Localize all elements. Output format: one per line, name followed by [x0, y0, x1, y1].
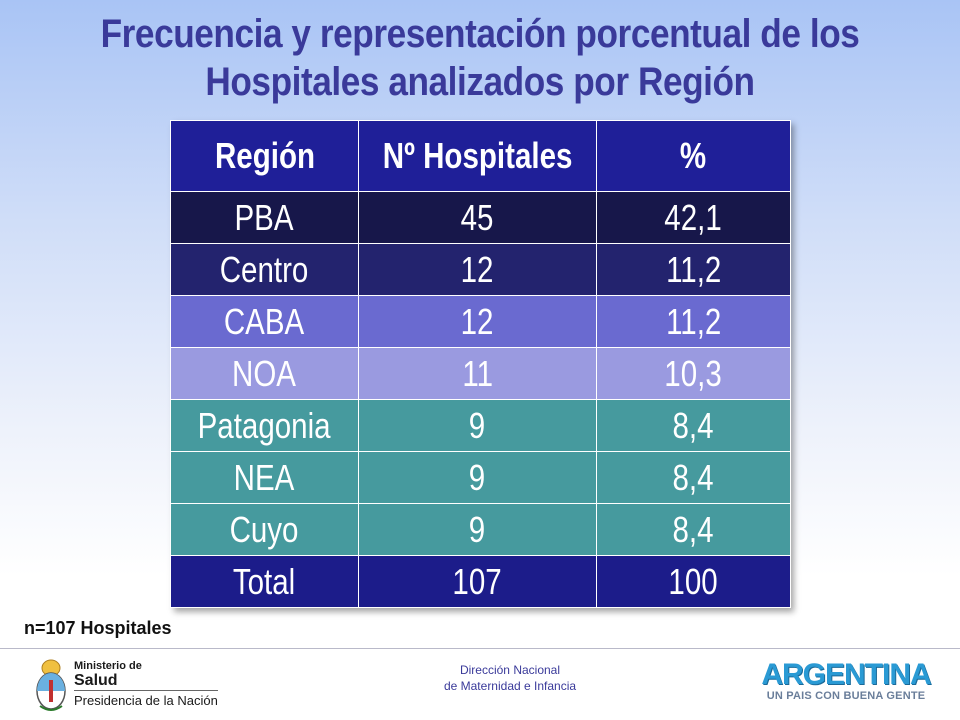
table-row: Centro 12 11,2: [170, 243, 791, 296]
direccion-line-2: de Maternidad e Infancia: [443, 679, 577, 693]
ministerio-salud-logo: Ministerio de Salud Presidencia de la Na…: [34, 656, 224, 714]
cell-region: NEA: [170, 451, 359, 504]
footer-divider: [0, 648, 960, 649]
cell-hospitales: 9: [358, 399, 597, 452]
direccion-line-1: Dirección Nacional: [459, 663, 561, 677]
table-body: PBA 45 42,1 Centro 12 11,2 CABA 12 11,2 NOA 11 10,3…: [170, 191, 791, 608]
salud-label: Salud: [74, 672, 118, 689]
cell-region: CABA: [170, 295, 359, 348]
cell-hospitales: 9: [358, 503, 597, 556]
table-row: Cuyo 9 8,4: [170, 503, 791, 556]
cell-hospitales: 12: [358, 295, 597, 348]
title-line-1: Frecuencia y representación porcentual d…: [100, 12, 860, 56]
table-row: NEA 9 8,4: [170, 451, 791, 504]
cell-hospitales: 12: [358, 243, 597, 296]
national-seal-icon: [36, 659, 66, 711]
title-line-2: Hospitales analizados por Región: [205, 60, 755, 104]
page-title: Frecuencia y representación porcentual d…: [58, 10, 903, 106]
cell-region: Total: [170, 555, 359, 608]
argentina-slogan: UN PAIS CON BUENA GENTE: [766, 690, 926, 702]
table-row: Total 107 100: [170, 555, 791, 608]
cell-percent: 10,3: [596, 347, 791, 400]
hospitals-table: Región Nº Hospitales % PBA 45 42,1 Centro 12…: [170, 120, 791, 608]
cell-region: Patagonia: [170, 399, 359, 452]
cell-percent: 8,4: [596, 503, 791, 556]
table-row: NOA 11 10,3: [170, 347, 791, 400]
ministerio-label: Ministerio de: [74, 660, 142, 672]
cell-percent: 8,4: [596, 451, 791, 504]
presidencia-label: Presidencia de la Nación: [74, 690, 218, 709]
argentina-wordmark: ARGENTINA: [761, 658, 931, 691]
cell-hospitales: 11: [358, 347, 597, 400]
cell-hospitales: 107: [358, 555, 597, 608]
table-row: CABA 12 11,2: [170, 295, 791, 348]
table-header-row: Región Nº Hospitales %: [170, 120, 791, 192]
cell-hospitales: 45: [358, 191, 597, 244]
cell-percent: 8,4: [596, 399, 791, 452]
table-row: PBA 45 42,1: [170, 191, 791, 244]
argentina-logo: ARGENTINA UN PAIS CON BUENA GENTE: [758, 660, 934, 706]
header-percent: %: [596, 120, 791, 192]
header-region: Región: [170, 120, 359, 192]
table-row: Patagonia 9 8,4: [170, 399, 791, 452]
cell-region: PBA: [170, 191, 359, 244]
cell-percent: 100: [596, 555, 791, 608]
cell-region: Centro: [170, 243, 359, 296]
hospitals-table-container: Región Nº Hospitales % PBA 45 42,1 Centro 12…: [170, 120, 791, 608]
cell-hospitales: 9: [358, 451, 597, 504]
sample-size-note: n=107 Hospitales: [24, 618, 172, 638]
cell-percent: 11,2: [596, 243, 791, 296]
cell-region: NOA: [170, 347, 359, 400]
header-hospitales: Nº Hospitales: [358, 120, 597, 192]
cell-percent: 11,2: [596, 295, 791, 348]
cell-percent: 42,1: [596, 191, 791, 244]
cell-region: Cuyo: [170, 503, 359, 556]
direccion-nacional: Dirección Nacional de Maternidad e Infan…: [400, 662, 620, 694]
